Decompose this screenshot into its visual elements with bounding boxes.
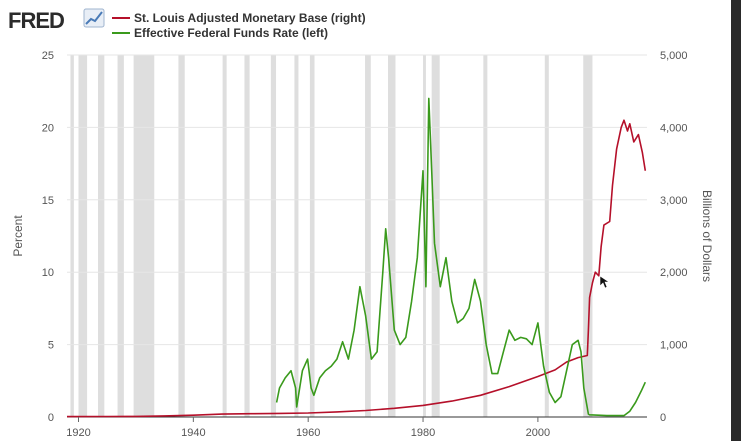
left-axis-ticks: 0 5 10 15 20 25 [42, 50, 54, 424]
right-tick-label: 2,000 [660, 267, 688, 279]
recession-band [78, 55, 88, 417]
x-tick-label: 1940 [181, 427, 205, 439]
left-axis-title: Percent [11, 215, 25, 257]
left-tick-label: 15 [42, 195, 54, 207]
left-tick-label: 25 [42, 50, 54, 62]
recession-band [270, 55, 277, 417]
right-tick-label: 5,000 [660, 50, 688, 62]
recession-band [388, 55, 396, 417]
legend-label: Effective Federal Funds Rate (left) [134, 26, 328, 40]
recession-band [178, 55, 185, 417]
x-tick-label: 1920 [66, 427, 90, 439]
right-axis-title: Billions of Dollars [700, 190, 714, 282]
series-lines [66, 97, 647, 418]
recession-band [309, 55, 315, 417]
left-tick-label: 20 [42, 122, 54, 134]
recession-band [483, 55, 488, 417]
recession-band [244, 55, 250, 417]
window-edge [731, 0, 741, 441]
trend-chart-icon [83, 8, 105, 28]
logo-text: FRED [8, 8, 64, 33]
right-tick-label: 1,000 [660, 340, 688, 352]
recession-band [98, 55, 105, 417]
recession-band [294, 55, 299, 417]
right-tick-label: 4,000 [660, 122, 688, 134]
legend-label: St. Louis Adjusted Monetary Base (right) [134, 11, 366, 25]
left-tick-label: 10 [42, 267, 54, 279]
recession-band [365, 55, 371, 417]
recession-shading [70, 55, 593, 417]
series-line-monetary-base [66, 119, 647, 418]
x-axis-ticks: 1920 1940 1960 1980 2000 [66, 417, 550, 439]
recession-band [583, 55, 593, 417]
recession-band [431, 55, 440, 417]
x-tick-label: 1980 [411, 427, 435, 439]
left-tick-label: 0 [48, 412, 54, 424]
series-line-fed-funds-rate [275, 97, 647, 417]
right-axis-ticks: 0 1,000 2,000 3,000 4,000 5,000 [660, 50, 688, 424]
mouse-cursor-icon [599, 275, 610, 289]
fred-logo[interactable]: FRED [8, 8, 105, 33]
left-tick-label: 5 [48, 340, 54, 352]
legend: St. Louis Adjusted Monetary Base (right)… [112, 11, 366, 40]
gridlines [67, 54, 647, 346]
legend-item-monetary-base[interactable]: St. Louis Adjusted Monetary Base (right) [112, 11, 366, 25]
right-tick-label: 3,000 [660, 195, 688, 207]
recession-band [544, 55, 549, 417]
recession-band [117, 55, 124, 417]
legend-item-fed-funds[interactable]: Effective Federal Funds Rate (left) [112, 26, 328, 40]
recession-band [70, 55, 74, 417]
recession-band [222, 55, 227, 417]
x-tick-label: 2000 [526, 427, 550, 439]
right-tick-label: 0 [660, 412, 666, 424]
x-tick-label: 1960 [296, 427, 320, 439]
recession-band [133, 55, 155, 417]
